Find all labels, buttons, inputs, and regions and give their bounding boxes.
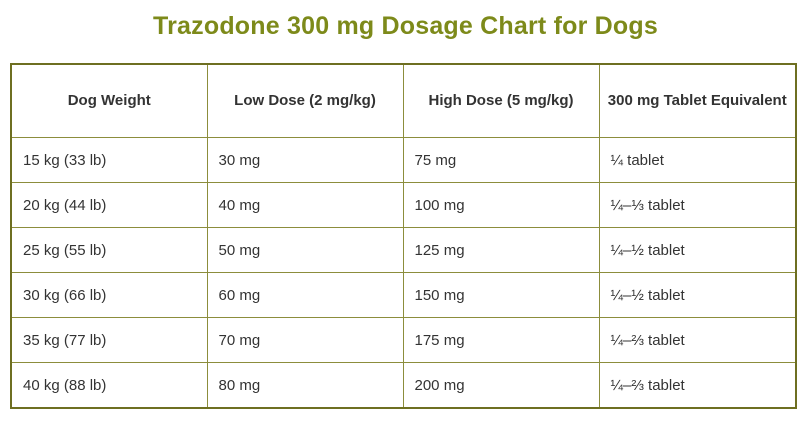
cell-low-dose: 60 mg <box>206 272 404 318</box>
header-high-dose: High Dose (5 mg/kg) <box>402 63 600 138</box>
cell-tablet-equivalent: ¼–⅔ tablet <box>598 317 797 363</box>
table-row: 20 kg (44 lb) 40 mg 100 mg ¼–⅓ tablet <box>10 182 797 228</box>
cell-dog-weight: 35 kg (77 lb) <box>10 317 208 363</box>
cell-tablet-equivalent: ¼–½ tablet <box>598 272 797 318</box>
cell-tablet-equivalent: ¼ tablet <box>598 137 797 183</box>
table-row: 35 kg (77 lb) 70 mg 175 mg ¼–⅔ tablet <box>10 317 797 363</box>
cell-low-dose: 70 mg <box>206 317 404 363</box>
cell-high-dose: 75 mg <box>402 137 600 183</box>
cell-high-dose: 125 mg <box>402 227 600 273</box>
cell-high-dose: 175 mg <box>402 317 600 363</box>
cell-low-dose: 40 mg <box>206 182 404 228</box>
cell-dog-weight: 25 kg (55 lb) <box>10 227 208 273</box>
table-row: 25 kg (55 lb) 50 mg 125 mg ¼–½ tablet <box>10 227 797 273</box>
cell-dog-weight: 20 kg (44 lb) <box>10 182 208 228</box>
dosage-table: Dog Weight Low Dose (2 mg/kg) High Dose … <box>10 63 797 409</box>
cell-low-dose: 80 mg <box>206 362 404 409</box>
header-low-dose: Low Dose (2 mg/kg) <box>206 63 404 138</box>
cell-dog-weight: 30 kg (66 lb) <box>10 272 208 318</box>
cell-high-dose: 100 mg <box>402 182 600 228</box>
cell-dog-weight: 40 kg (88 lb) <box>10 362 208 409</box>
table-row: 40 kg (88 lb) 80 mg 200 mg ¼–⅔ tablet <box>10 362 797 409</box>
cell-high-dose: 200 mg <box>402 362 600 409</box>
header-tablet-equivalent: 300 mg Tablet Equivalent <box>598 63 797 138</box>
cell-low-dose: 50 mg <box>206 227 404 273</box>
table-header-row: Dog Weight Low Dose (2 mg/kg) High Dose … <box>10 63 797 138</box>
cell-tablet-equivalent: ¼–⅓ tablet <box>598 182 797 228</box>
table-row: 15 kg (33 lb) 30 mg 75 mg ¼ tablet <box>10 137 797 183</box>
table-row: 30 kg (66 lb) 60 mg 150 mg ¼–½ tablet <box>10 272 797 318</box>
cell-low-dose: 30 mg <box>206 137 404 183</box>
cell-high-dose: 150 mg <box>402 272 600 318</box>
cell-dog-weight: 15 kg (33 lb) <box>10 137 208 183</box>
header-dog-weight: Dog Weight <box>10 63 208 138</box>
cell-tablet-equivalent: ¼–½ tablet <box>598 227 797 273</box>
page-title: Trazodone 300 mg Dosage Chart for Dogs <box>153 12 658 40</box>
cell-tablet-equivalent: ¼–⅔ tablet <box>598 362 797 409</box>
